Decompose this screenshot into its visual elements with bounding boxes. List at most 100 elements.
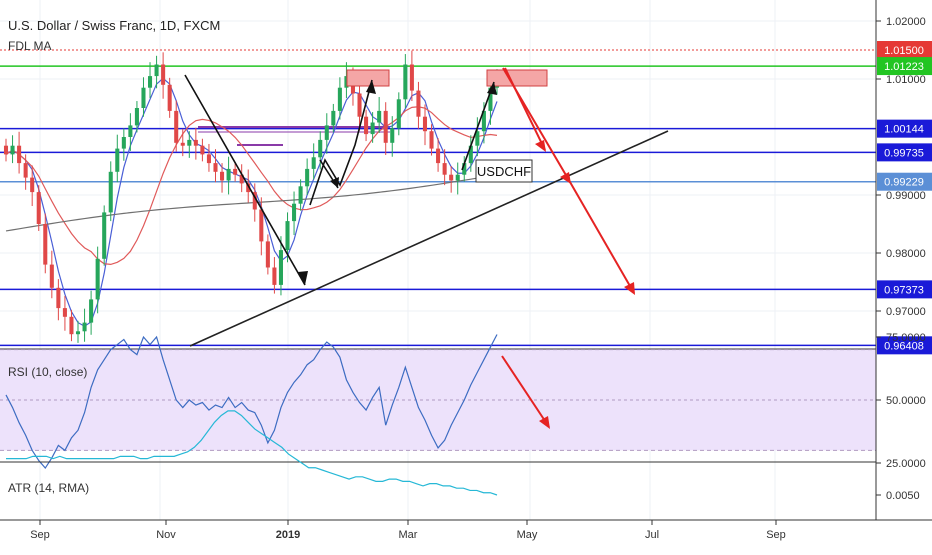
- arrowhead-up-1: [366, 80, 376, 94]
- atr-pane[interactable]: ATR (14, RMA): [0, 410, 876, 496]
- candle-body: [49, 264, 54, 288]
- candle-body: [180, 142, 185, 146]
- candle-body: [102, 212, 107, 259]
- symbol-label: USDCHF: [477, 164, 531, 179]
- ma-mid-line: [5, 106, 498, 266]
- candle-body: [364, 116, 369, 135]
- candle-body: [455, 174, 460, 181]
- atr-line: [6, 410, 498, 496]
- projection-head-1: [535, 140, 546, 152]
- arrow-swing-1: [309, 79, 373, 206]
- candle-body: [206, 154, 211, 164]
- price-level-tag-label: 0.97373: [884, 284, 924, 296]
- price-axis[interactable]: 1.01500 1.01223 1.00144 0.99735 0.99229 0.973…: [876, 16, 932, 502]
- candle-body: [344, 76, 349, 88]
- arrow-down-main: [184, 74, 306, 286]
- price-level-tag: [877, 172, 932, 191]
- rsi-projection-head: [539, 416, 550, 429]
- candle-body: [233, 168, 238, 175]
- candle-body: [141, 87, 146, 108]
- resistance-box-2[interactable]: [486, 69, 548, 87]
- candle-body: [462, 163, 467, 175]
- price-level-lines: [0, 49, 876, 347]
- candle-body: [259, 209, 264, 242]
- candle-body: [475, 131, 480, 146]
- candle-body: [468, 145, 473, 164]
- ma-slow-line: [5, 174, 498, 232]
- time-axis-tick-label: Jul: [645, 529, 659, 541]
- candle-body: [292, 203, 297, 222]
- rsi-pane[interactable]: RSI (10, close): [0, 334, 876, 470]
- candle-body: [383, 110, 388, 143]
- candle-body: [409, 64, 414, 91]
- candle-body: [36, 192, 41, 224]
- price-level-tag: [877, 143, 932, 162]
- atr-axis-tick-label: 0.0050: [886, 490, 920, 502]
- candle-body: [200, 145, 205, 155]
- arrow-up-final: [461, 81, 495, 171]
- price-level-tag-label: 0.99229: [884, 177, 924, 189]
- candle-body: [442, 163, 447, 175]
- ascending-trend-line: [189, 130, 669, 347]
- price-level-tag: [877, 41, 932, 59]
- arrowhead-swing: [330, 177, 339, 188]
- price-axis-tick-label: 0.97000: [886, 306, 926, 318]
- rsi-projection-arrow: [501, 355, 550, 428]
- candle-body: [403, 64, 408, 100]
- price-axis-tick-label: 1.01000: [886, 74, 926, 86]
- time-axis[interactable]: Sep Nov 2019 Mar May Jul Sep: [30, 520, 786, 541]
- candle-body: [481, 110, 486, 132]
- candle-body: [298, 186, 303, 204]
- candle-body: [62, 308, 67, 317]
- projection-arrows: [502, 67, 635, 294]
- candle-body: [324, 125, 329, 140]
- projection-head-2: [560, 172, 571, 184]
- resistance-box-1[interactable]: [346, 69, 390, 87]
- candle-body: [147, 76, 153, 88]
- price-axis-tick-label: 0.99000: [886, 190, 926, 202]
- indicator-label: FDL MA: [8, 39, 52, 53]
- price-axis-tick-label: 1.02000: [886, 16, 926, 28]
- arrowhead-up-2: [487, 82, 497, 95]
- candle-body: [17, 145, 22, 164]
- candle-body: [252, 192, 257, 210]
- candle-body: [56, 287, 61, 309]
- candle-body: [449, 174, 454, 181]
- candle-body: [43, 224, 48, 265]
- candle-body: [357, 93, 362, 117]
- rsi-axis-tick-label: 50.0000: [886, 395, 926, 407]
- atr-label: ATR (14, RMA): [8, 481, 89, 495]
- candle-body: [115, 148, 120, 172]
- price-pane[interactable]: USDCHF U.S. Dollar / Swiss Franc, 1D, FX…: [0, 0, 876, 520]
- candle-body: [272, 267, 277, 285]
- ma-fast-line: [5, 77, 498, 327]
- price-level-tag-label: 0.96408: [884, 340, 924, 352]
- candle-body: [220, 171, 225, 181]
- candle-body: [429, 131, 434, 149]
- rsi-axis-tick-label: 75.0000: [886, 332, 926, 344]
- candle-body: [193, 139, 198, 146]
- time-axis-tick-label: 2019: [276, 529, 300, 541]
- candle-body: [390, 128, 395, 143]
- candle-body: [246, 183, 251, 193]
- candle-body: [416, 90, 421, 117]
- candle-body: [3, 145, 9, 155]
- projection-arrow-3: [569, 181, 635, 294]
- rsi-label: RSI (10, close): [8, 365, 87, 379]
- price-level-tag: [877, 280, 932, 299]
- candle-body: [69, 316, 74, 335]
- price-level-tag-label: 1.01500: [884, 45, 924, 57]
- projection-arrowheads: [535, 140, 635, 295]
- candle-body: [370, 122, 375, 135]
- price-level-tag: [877, 119, 932, 138]
- price-level-tag-label: 0.99735: [884, 147, 924, 159]
- candle-body: [265, 241, 270, 268]
- candle-body: [226, 168, 231, 181]
- moving-average-lines: [5, 77, 498, 327]
- candle-body: [167, 84, 172, 111]
- rsi-line: [5, 334, 498, 470]
- candle-body: [134, 108, 139, 126]
- price-level-tag: [877, 57, 932, 76]
- time-axis-tick-label: Sep: [30, 529, 50, 541]
